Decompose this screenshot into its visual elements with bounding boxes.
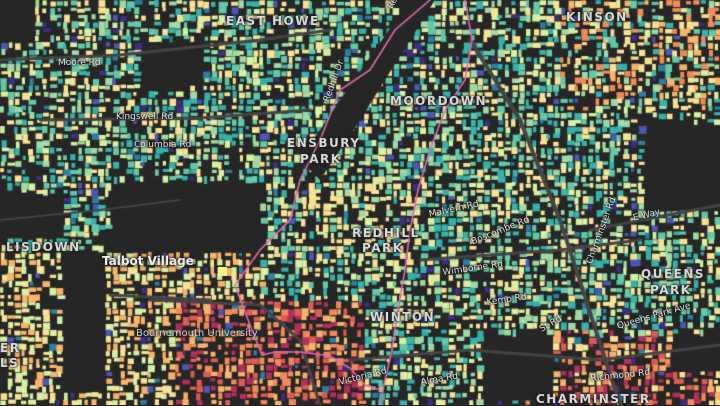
map-canvas[interactable] <box>0 0 720 405</box>
